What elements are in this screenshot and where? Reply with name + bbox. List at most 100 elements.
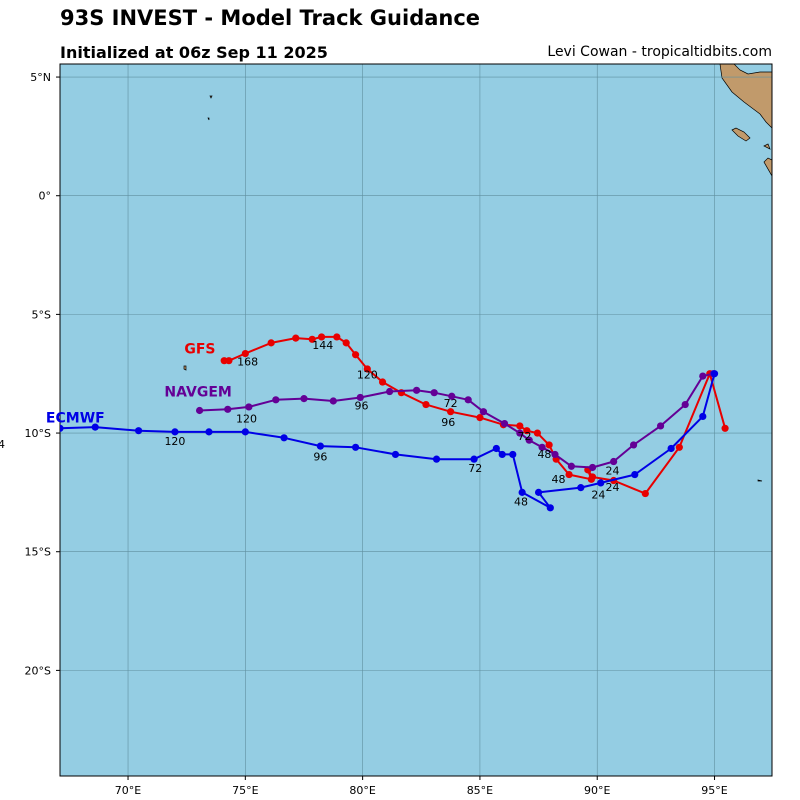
ecmwf-track-point bbox=[546, 504, 554, 512]
ecmwf-track-point bbox=[597, 479, 605, 487]
ecmwf-track-point bbox=[91, 423, 99, 431]
forecast-hour-label: 120 bbox=[164, 435, 185, 448]
navgem-model-name: NAVGEM bbox=[164, 384, 231, 400]
forecast-hour-label: 144 bbox=[312, 339, 333, 352]
ecmwf-track-point bbox=[699, 412, 707, 421]
latitude-tick-label: 20°S bbox=[25, 664, 51, 677]
forecast-hour-label: 96 bbox=[313, 450, 327, 463]
navgem-track-point bbox=[300, 395, 308, 403]
ecmwf-track-point bbox=[710, 370, 719, 378]
ecmwf-track-point bbox=[60, 424, 64, 432]
navgem-track-point bbox=[245, 403, 253, 411]
gfs-track-point bbox=[545, 441, 553, 449]
gfs-track-point bbox=[378, 378, 387, 386]
navgem-track-point bbox=[538, 443, 546, 451]
ecmwf-track-line bbox=[60, 373, 716, 509]
forecast-hour-label: 24 bbox=[605, 481, 619, 494]
navgem-track-point bbox=[525, 436, 533, 444]
navgem-track-point bbox=[329, 397, 337, 405]
gfs-track-point bbox=[422, 400, 430, 409]
longitude-tick-label: 95°E bbox=[701, 784, 727, 797]
ecmwf-track-point bbox=[631, 470, 639, 479]
land-layer bbox=[183, 64, 772, 482]
gfs-track-point bbox=[267, 339, 275, 347]
navgem-forecast-hour-labels: 24 48 72 96 120 bbox=[236, 399, 619, 477]
navgem-track-point bbox=[195, 406, 204, 415]
latitude-tick-label: 15°S bbox=[25, 546, 51, 559]
navgem-track-point bbox=[656, 422, 665, 430]
ecmwf-track-point bbox=[509, 450, 517, 459]
forecast-hour-label: 72 bbox=[444, 397, 458, 410]
forecast-hour-label: 72 bbox=[518, 430, 532, 443]
gfs-track-point bbox=[476, 414, 484, 422]
longitude-tick-label: 70°E bbox=[115, 784, 141, 797]
forecast-hour-label: 48 bbox=[552, 473, 566, 486]
island-shape bbox=[763, 157, 772, 177]
gfs-track-point bbox=[721, 424, 729, 432]
navgem-track-point bbox=[500, 419, 509, 428]
navgem-track-point bbox=[551, 450, 559, 459]
island-shape bbox=[209, 95, 213, 99]
forecast-hour-label: 168 bbox=[237, 355, 258, 368]
ecmwf-track-point bbox=[518, 488, 526, 496]
navgem-track-point bbox=[479, 408, 488, 416]
ecmwf-track-point bbox=[498, 450, 506, 459]
island-shape bbox=[757, 479, 763, 482]
navgem-track-point bbox=[567, 462, 576, 470]
longitude-tick-label: 90°E bbox=[584, 784, 610, 797]
ecmwf-track bbox=[60, 370, 719, 512]
island-shape bbox=[183, 365, 187, 371]
map-frame bbox=[59, 63, 773, 777]
navgem-track bbox=[195, 370, 717, 472]
gfs-track-point bbox=[447, 408, 455, 416]
navgem-track-point bbox=[224, 405, 232, 413]
gfs-track-point bbox=[220, 357, 228, 365]
gfs-track-point bbox=[308, 335, 316, 343]
forecast-hour-label: 96 bbox=[441, 416, 455, 429]
ecmwf-track-point bbox=[667, 444, 675, 453]
ecmwf-model-name: ECMWF bbox=[46, 410, 105, 426]
navgem-track-point bbox=[386, 387, 394, 396]
forecast-hour-label: 48 bbox=[514, 495, 528, 508]
gfs-model-name: GFS bbox=[184, 342, 215, 358]
ecmwf-track-point bbox=[351, 443, 360, 451]
gfs-track-point bbox=[516, 422, 524, 430]
gfs-track-point bbox=[292, 334, 300, 342]
gfs-track-point bbox=[342, 339, 350, 347]
forecast-hour-label: 24 bbox=[605, 465, 619, 478]
latitude-tick-label: 10°S bbox=[25, 427, 51, 440]
longitude-ticks: 70°E 75°E 80°E 85°E 90°E 95°E bbox=[115, 776, 728, 797]
forecast-hour-label: 24 bbox=[591, 488, 605, 501]
model-tracks: 24 48 72 96 120 144 168 GFS 24 48 72 96 120 NAVGEM 24 4… bbox=[46, 333, 729, 512]
navgem-track-point bbox=[430, 389, 438, 397]
forecast-hour-label: 120 bbox=[357, 368, 378, 381]
latitude-ticks: 5°N 0° 5°S 10°S 15°S 20°S bbox=[25, 71, 60, 677]
latitude-tick-label: 0° bbox=[39, 190, 52, 203]
gfs-track-point bbox=[317, 333, 326, 341]
navgem-track-point bbox=[629, 441, 638, 449]
navgem-track-point bbox=[699, 372, 707, 380]
ecmwf-track-point bbox=[492, 444, 500, 453]
forecast-hour-label: 120 bbox=[236, 412, 257, 425]
navgem-track-point bbox=[412, 386, 421, 394]
forecast-hour-label: 96 bbox=[354, 399, 368, 412]
gfs-forecast-hour-labels: 24 48 72 96 120 144 168 bbox=[237, 339, 619, 494]
ecmwf-track-point bbox=[534, 488, 543, 496]
ecmwf-side-label: 4 bbox=[0, 438, 5, 451]
ecmwf-forecast-hour-labels: 24 48 72 96 120 bbox=[164, 435, 605, 509]
ecmwf-track-point bbox=[134, 427, 143, 435]
ecmwf-track-point bbox=[241, 428, 249, 436]
gfs-track-point bbox=[641, 489, 649, 498]
forecast-hour-label: 72 bbox=[468, 462, 482, 475]
ecmwf-track-point bbox=[205, 428, 213, 436]
island-shape bbox=[731, 127, 751, 142]
ocean-background bbox=[60, 64, 772, 776]
longitude-tick-label: 85°E bbox=[467, 784, 493, 797]
gfs-track-point bbox=[675, 443, 683, 451]
navgem-track-point bbox=[272, 396, 280, 404]
island-shape bbox=[207, 117, 210, 121]
navgem-track-point bbox=[610, 457, 618, 466]
page-subtitle: Initialized at 06z Sep 11 2025 bbox=[60, 43, 328, 62]
gfs-track-point bbox=[351, 351, 360, 359]
